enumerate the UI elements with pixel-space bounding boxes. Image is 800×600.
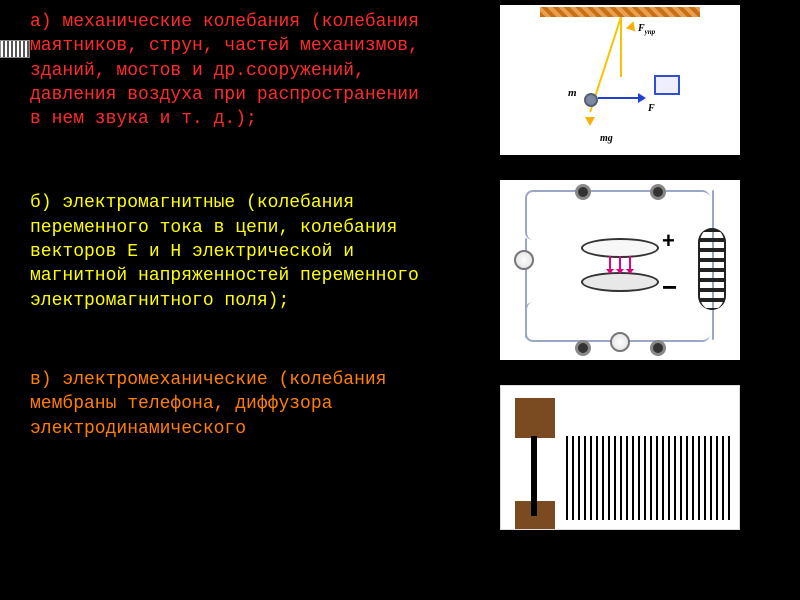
pendulum-string-vertical <box>620 17 622 77</box>
inductor-coil-icon <box>698 228 726 310</box>
membrane-comb-lines <box>566 436 731 520</box>
label-plus: + <box>662 228 675 254</box>
capacitor-plate-top <box>581 238 659 258</box>
label-minus: − <box>662 272 677 303</box>
membrane-diagram <box>500 385 740 530</box>
text-column: а) механические колебания (колебания мая… <box>0 0 440 600</box>
wire-top <box>525 190 710 240</box>
ruler-decoration <box>0 40 30 58</box>
bulb-icon <box>610 332 630 352</box>
force-arrow-icon <box>598 97 638 99</box>
label-force: F <box>648 103 655 114</box>
section-b: б) электромагнитные (колебания переменно… <box>30 191 430 312</box>
tension-arrow-icon <box>626 20 638 32</box>
capacitor-plate-bottom <box>581 272 659 292</box>
terminal-icon <box>650 340 666 356</box>
slide-content: а) механические колебания (колебания мая… <box>0 0 800 600</box>
section-b-title: б) электромагнитные <box>30 193 235 213</box>
terminal-icon <box>575 340 591 356</box>
terminal-icon <box>575 184 591 200</box>
membrane-stem <box>531 436 537 516</box>
pendulum-ceiling <box>540 7 700 17</box>
label-tension-up: Fупр <box>638 23 655 36</box>
pendulum-bob <box>584 93 598 107</box>
electromagnetic-diagram: + − <box>500 180 740 360</box>
section-a: а) механические колебания (колебания мая… <box>30 10 430 131</box>
label-mass: m <box>568 87 577 99</box>
weight-arrow-icon <box>585 117 595 126</box>
section-c: в) электромеханические (колебания мембра… <box>30 368 430 441</box>
pendulum-reference-box <box>654 75 680 95</box>
section-c-title: в) электромеханические <box>30 370 268 390</box>
section-a-title: а) механические колебания <box>30 12 300 32</box>
field-arrows-icon <box>607 256 633 274</box>
pendulum-diagram: m mg Fупр F <box>500 5 740 155</box>
image-column: m mg Fупр F + − <box>440 0 800 600</box>
label-weight: mg <box>600 133 613 144</box>
terminal-icon <box>650 184 666 200</box>
bulb-icon <box>514 250 534 270</box>
membrane-mount-top <box>515 398 555 438</box>
